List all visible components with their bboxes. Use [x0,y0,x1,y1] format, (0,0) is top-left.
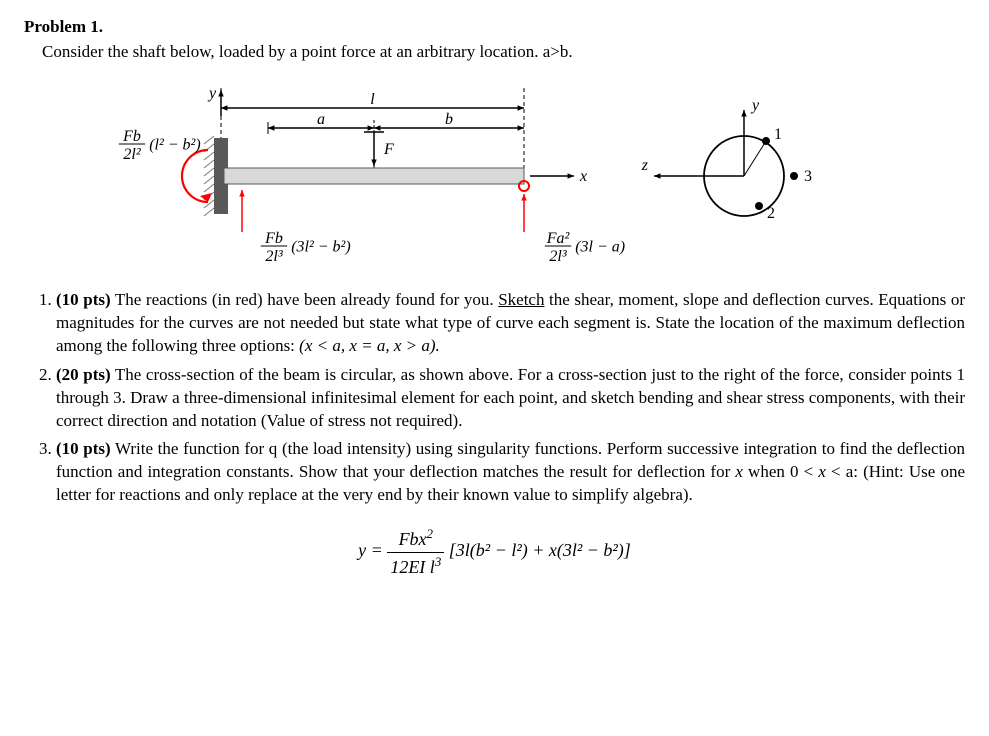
svg-text:2l²: 2l² [123,146,141,163]
svg-text:(l² − b²): (l² − b²) [149,136,201,153]
svg-text:2: 2 [767,205,775,222]
svg-text:2l³: 2l³ [265,248,282,265]
svg-text:1: 1 [774,126,782,143]
svg-text:a: a [317,111,325,128]
shaft-diagram: ylabxFFb2l²(l² − b²)Fb2l³(3l² − b²)Fa²2l… [24,68,844,268]
svg-text:y: y [207,85,217,102]
svg-text:b: b [445,111,453,128]
question-3: (10 pts) Write the function for q (the l… [56,438,965,507]
q3-points: (10 pts) [56,439,111,458]
svg-text:x: x [579,168,587,185]
intro-text: Consider the shaft below, loaded by a po… [42,41,965,64]
problem-title: Problem 1. [24,16,965,39]
q3-seg2: when 0 < [743,462,818,481]
diagram-container: ylabxFFb2l²(l² − b²)Fb2l³(3l² − b²)Fa²2l… [24,68,965,275]
q3-xvar2: x [818,462,826,481]
question-2: (20 pts) The cross-section of the beam i… [56,364,965,433]
svg-text:l: l [370,91,375,108]
svg-text:Fa²: Fa² [546,230,571,247]
q1-options: (x < a, x = a, x > a). [299,336,440,355]
svg-text:F: F [383,141,394,158]
svg-text:(3l − a): (3l − a) [575,238,625,255]
deflection-equation: y = Fbx2 12EI l3 [3l(b² − l²) + x(3l² − … [24,525,965,579]
eq-lhs: y = [358,540,387,560]
q2-text: The cross-section of the beam is circula… [56,365,965,430]
q2-points: (20 pts) [56,365,111,384]
q1-points: (10 pts) [56,290,111,309]
eq-den: 12EI l3 [387,553,444,579]
svg-text:z: z [641,157,649,174]
question-1: (10 pts) The reactions (in red) have bee… [56,289,965,358]
svg-text:2l³: 2l³ [549,248,566,265]
eq-num: Fbx2 [387,525,444,552]
eq-tail: [3l(b² − l²) + x(3l² − b²)] [449,540,631,560]
svg-text:3: 3 [804,168,812,185]
question-list: (10 pts) The reactions (in red) have bee… [56,289,965,507]
q1-seg1: The reactions (in red) have been already… [115,290,498,309]
svg-text:Fb: Fb [122,128,141,145]
q3-xvar: x [735,462,743,481]
eq-fraction: Fbx2 12EI l3 [387,525,444,579]
q1-underlined: Sketch [498,290,544,309]
svg-text:Fb: Fb [264,230,283,247]
svg-text:(3l² − b²): (3l² − b²) [291,238,351,255]
svg-text:y: y [750,97,760,114]
